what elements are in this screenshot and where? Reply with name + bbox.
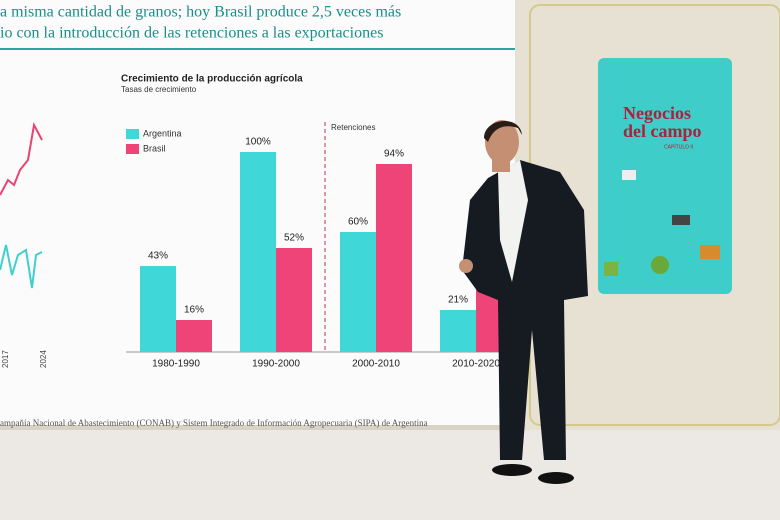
left-partial-line xyxy=(0,121,43,196)
x-tick-label: 2000-2010 xyxy=(352,359,400,370)
presenter xyxy=(459,120,588,484)
left-axis-label: 2017 xyxy=(1,350,10,368)
source-note: ampaňía Nacional de Abastecimiento (CONA… xyxy=(0,418,428,428)
cover-screen xyxy=(598,58,732,294)
bar xyxy=(440,310,476,352)
bar xyxy=(140,266,176,352)
cover-icon xyxy=(672,215,690,225)
legend-swatch xyxy=(126,129,139,139)
bar xyxy=(340,232,376,352)
legend-label: Argentina xyxy=(143,128,182,138)
cover-icon xyxy=(604,262,618,276)
cover-title: del campo xyxy=(623,121,702,141)
left-axis-label: 2024 xyxy=(39,350,48,368)
bar xyxy=(376,164,412,352)
value-label: 52% xyxy=(284,233,304,244)
bar xyxy=(240,152,276,352)
cover-icon xyxy=(622,170,636,180)
cover-subtitle: CAPÍTULO II xyxy=(664,143,693,150)
x-tick-label: 1990-2000 xyxy=(252,359,300,370)
x-tick-label: 1980-1990 xyxy=(152,359,200,370)
bar xyxy=(176,320,212,352)
value-label: 16% xyxy=(184,305,204,316)
left-partial-line xyxy=(0,244,43,289)
floor xyxy=(0,430,780,520)
value-label: 60% xyxy=(348,217,368,228)
chart-subtitle: Tasas de crecimiento xyxy=(121,85,197,94)
legend-swatch xyxy=(126,144,139,154)
value-label: 43% xyxy=(148,251,168,262)
cover-title: Negocios xyxy=(623,103,691,123)
chart-title: Crecimiento de la producción agrícola xyxy=(121,74,303,85)
value-label: 100% xyxy=(245,137,271,148)
headline: a misma cantidad de granos; hoy Brasil p… xyxy=(0,4,401,21)
bar xyxy=(276,248,312,352)
x-tick-label: 2010-2020 xyxy=(452,359,500,370)
legend-label: Brasil xyxy=(143,143,166,153)
headline-rule xyxy=(0,48,515,50)
headline: io con la introducción de las retencione… xyxy=(0,25,383,42)
cover-icon xyxy=(651,256,669,274)
cover-icon xyxy=(700,245,720,259)
value-label: 94% xyxy=(384,149,404,160)
value-label: 21% xyxy=(448,295,468,306)
annotation: Retenciones xyxy=(331,123,375,132)
